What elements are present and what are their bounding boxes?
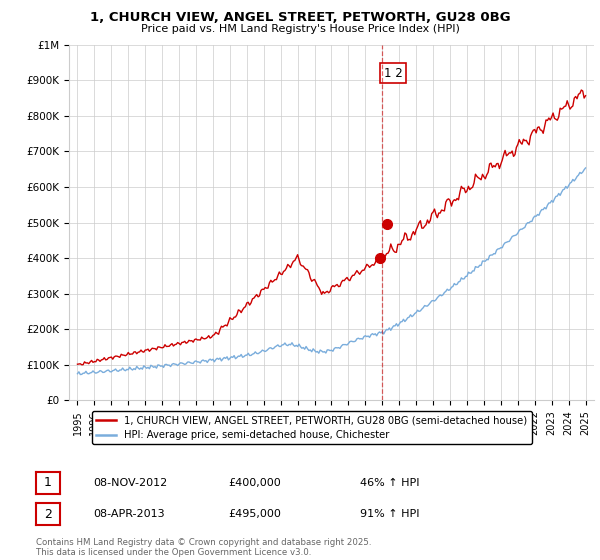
Text: 1: 1 <box>44 476 52 489</box>
Text: 1 2: 1 2 <box>384 67 403 80</box>
Text: 08-NOV-2012: 08-NOV-2012 <box>93 478 167 488</box>
Legend: 1, CHURCH VIEW, ANGEL STREET, PETWORTH, GU28 0BG (semi-detached house), HPI: Ave: 1, CHURCH VIEW, ANGEL STREET, PETWORTH, … <box>92 412 532 444</box>
Text: £400,000: £400,000 <box>228 478 281 488</box>
Text: £495,000: £495,000 <box>228 509 281 519</box>
Text: 91% ↑ HPI: 91% ↑ HPI <box>360 509 419 519</box>
Text: Contains HM Land Registry data © Crown copyright and database right 2025.
This d: Contains HM Land Registry data © Crown c… <box>36 538 371 557</box>
Text: 46% ↑ HPI: 46% ↑ HPI <box>360 478 419 488</box>
Text: 08-APR-2013: 08-APR-2013 <box>93 509 164 519</box>
Text: 1, CHURCH VIEW, ANGEL STREET, PETWORTH, GU28 0BG: 1, CHURCH VIEW, ANGEL STREET, PETWORTH, … <box>89 11 511 24</box>
Text: Price paid vs. HM Land Registry's House Price Index (HPI): Price paid vs. HM Land Registry's House … <box>140 24 460 34</box>
Text: 2: 2 <box>44 507 52 521</box>
